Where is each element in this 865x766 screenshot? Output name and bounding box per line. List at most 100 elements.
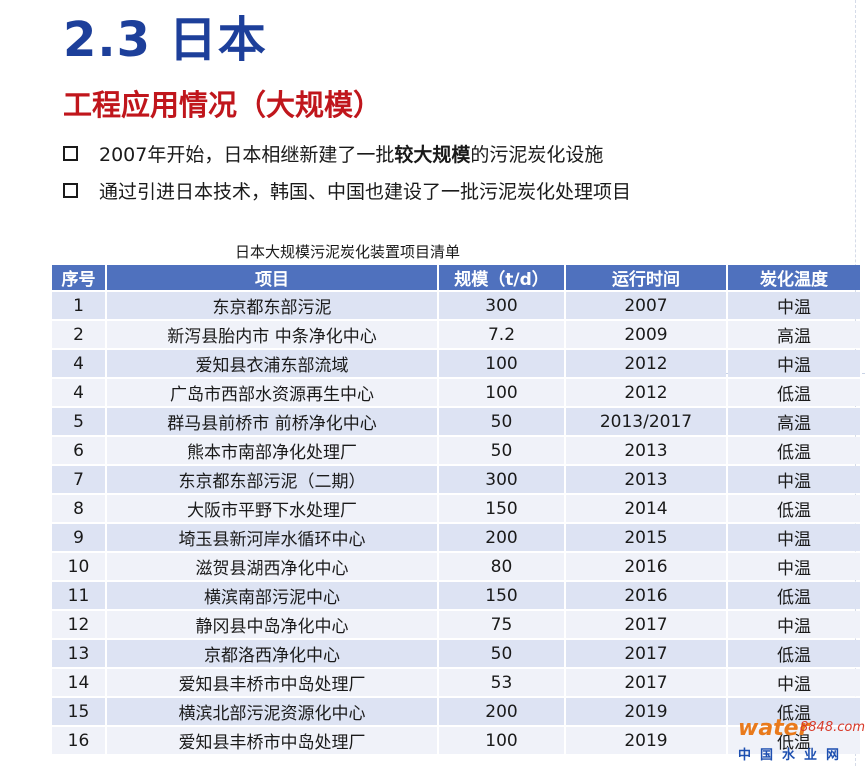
header-cell: 规模（t/d） (439, 265, 564, 290)
table-cell: 2015 (566, 524, 726, 551)
table-cell: 2 (52, 321, 105, 348)
table-cell: 低温 (728, 379, 860, 406)
table-cell: 爱知县衣浦东部流域 (107, 350, 437, 377)
table-row: 10 滋贺县湖西净化中心 80 2016 中温 (52, 553, 860, 580)
table-cell: 低温 (728, 495, 860, 522)
table-row: 16 爱知县丰桥市中岛处理厂 100 2019 低温 (52, 727, 860, 754)
table-cell: 14 (52, 669, 105, 696)
table-cell: 2019 (566, 727, 726, 754)
table-cell: 2013 (566, 437, 726, 464)
table-cell: 50 (439, 437, 564, 464)
table-cell: 京都洛西净化中心 (107, 640, 437, 667)
table-cell: 爱知县丰桥市中岛处理厂 (107, 727, 437, 754)
table-cell: 广岛市西部水资源再生中心 (107, 379, 437, 406)
table-cell: 低温 (728, 582, 860, 609)
table-cell: 4 (52, 379, 105, 406)
table-cell: 150 (439, 582, 564, 609)
table-header-row: 序号 项目 规模（t/d） 运行时间 炭化温度 (52, 265, 860, 290)
table-cell: 中温 (728, 466, 860, 493)
table-cell: 中温 (728, 611, 860, 638)
watermark-cn: 中国水业网 (738, 748, 849, 763)
table-cell: 2017 (566, 669, 726, 696)
table-cell: 高温 (728, 408, 860, 435)
table-cell: 中温 (728, 553, 860, 580)
watermark-logo: water 8848.com 中国水业网 (738, 716, 865, 764)
table-cell: 11 (52, 582, 105, 609)
table-row: 2 新泻县胎内市 中条净化中心 7.2 2009 高温 (52, 321, 860, 348)
table-cell: 8 (52, 495, 105, 522)
table-cell: 熊本市南部净化处理厂 (107, 437, 437, 464)
table-cell: 12 (52, 611, 105, 638)
table-cell: 7 (52, 466, 105, 493)
table-cell: 2016 (566, 582, 726, 609)
table-cell: 200 (439, 698, 564, 725)
bullet-text: 通过引进日本技术，韩国、中国也建设了一批污泥炭化处理项目 (99, 181, 632, 203)
table-caption: 日本大规模污泥炭化装置项目清单 (234, 243, 460, 261)
table-cell: 150 (439, 495, 564, 522)
table-cell: 东京都东部污泥 (107, 292, 437, 319)
table-cell: 100 (439, 350, 564, 377)
watermark-brand: water (738, 716, 810, 741)
table-cell: 2017 (566, 611, 726, 638)
table-cell: 高温 (728, 321, 860, 348)
table-cell: 2017 (566, 640, 726, 667)
bullet-item-2: 通过引进日本技术，韩国、中国也建设了一批污泥炭化处理项目 (63, 177, 631, 204)
table-cell: 低温 (728, 640, 860, 667)
table-cell: 低温 (728, 727, 860, 754)
table-cell: 大阪市平野下水处理厂 (107, 495, 437, 522)
table-cell: 2009 (566, 321, 726, 348)
table-cell: 4 (52, 350, 105, 377)
table-row: 15 横滨北部污泥资源化中心 200 2019 低温 (52, 698, 860, 725)
table-cell: 2013 (566, 466, 726, 493)
table-cell: 中温 (728, 350, 860, 377)
table-cell: 1 (52, 292, 105, 319)
header-cell: 运行时间 (566, 265, 726, 290)
square-bullet-icon (63, 183, 78, 198)
table-cell: 2007 (566, 292, 726, 319)
table-cell: 53 (439, 669, 564, 696)
square-bullet-icon (63, 146, 78, 161)
table-row: 9 埼玉县新河岸水循环中心 200 2015 中温 (52, 524, 860, 551)
table-cell: 50 (439, 408, 564, 435)
table-cell: 100 (439, 379, 564, 406)
table-row: 4 广岛市西部水资源再生中心 100 2012 低温 (52, 379, 860, 406)
table-cell: 16 (52, 727, 105, 754)
table-cell: 横滨南部污泥中心 (107, 582, 437, 609)
table-cell: 5 (52, 408, 105, 435)
header-cell: 序号 (52, 265, 105, 290)
bullet-item-1: 2007年开始，日本相继新建了一批较大规模的污泥炭化设施 (63, 140, 603, 167)
table-cell: 低温 (728, 698, 860, 725)
table-row: 11 横滨南部污泥中心 150 2016 低温 (52, 582, 860, 609)
table-cell: 80 (439, 553, 564, 580)
table-row: 6 熊本市南部净化处理厂 50 2013 低温 (52, 437, 860, 464)
table-cell: 2014 (566, 495, 726, 522)
table-row: 4 爱知县衣浦东部流域 100 2012 中温 (52, 350, 860, 377)
table-cell: 中温 (728, 669, 860, 696)
project-table: 序号 项目 规模（t/d） 运行时间 炭化温度 1 东京都东部污泥 300 2007 中… (50, 263, 862, 756)
table-cell: 13 (52, 640, 105, 667)
table-row: 1 东京都东部污泥 300 2007 中温 (52, 292, 860, 319)
table-cell: 2019 (566, 698, 726, 725)
table-cell: 7.2 (439, 321, 564, 348)
table-row: 8 大阪市平野下水处理厂 150 2014 低温 (52, 495, 860, 522)
table-cell: 低温 (728, 437, 860, 464)
slide-subtitle: 工程应用情况（大规模） (63, 88, 383, 122)
table-row: 7 东京都东部污泥（二期） 300 2013 中温 (52, 466, 860, 493)
table-cell: 横滨北部污泥资源化中心 (107, 698, 437, 725)
table-cell: 100 (439, 727, 564, 754)
table-cell: 75 (439, 611, 564, 638)
table-cell: 6 (52, 437, 105, 464)
table-cell: 东京都东部污泥（二期） (107, 466, 437, 493)
table-row: 13 京都洛西净化中心 50 2017 低温 (52, 640, 860, 667)
table-cell: 2012 (566, 379, 726, 406)
table-cell: 2013/2017 (566, 408, 726, 435)
table-cell: 15 (52, 698, 105, 725)
bullet-text: 2007年开始，日本相继新建了一批较大规模的污泥炭化设施 (99, 144, 604, 166)
table-cell: 爱知县丰桥市中岛处理厂 (107, 669, 437, 696)
table-row: 14 爱知县丰桥市中岛处理厂 53 2017 中温 (52, 669, 860, 696)
watermark-number: 8848.com (800, 720, 865, 735)
table-cell: 中温 (728, 524, 860, 551)
table-cell: 埼玉县新河岸水循环中心 (107, 524, 437, 551)
table-row: 12 静冈县中岛净化中心 75 2017 中温 (52, 611, 860, 638)
header-cell: 炭化温度 (728, 265, 860, 290)
